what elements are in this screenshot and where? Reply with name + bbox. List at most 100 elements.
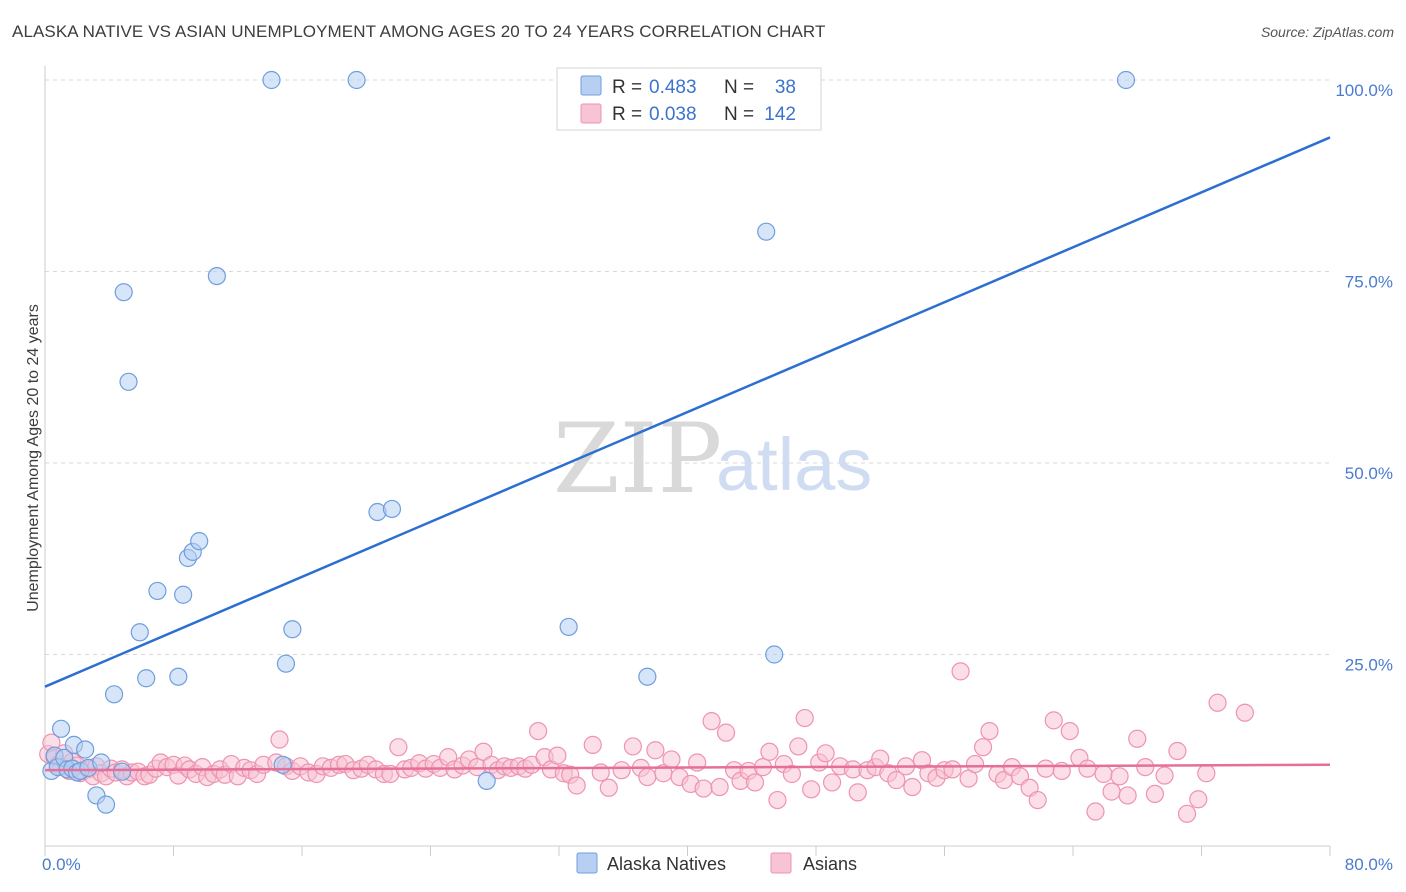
- source-credit: Source: ZipAtlas.com: [1260, 24, 1394, 40]
- alaska-native-point: [382, 499, 402, 519]
- alaska-natives-points: [42, 70, 1136, 814]
- alaska-native-point: [137, 669, 156, 688]
- alaska-native-point: [104, 685, 124, 704]
- gridlines: [45, 79, 1330, 655]
- alaska-natives-trendline: [44, 136, 1331, 688]
- asian-point: [973, 738, 993, 757]
- series-label-alaska: Alaska Natives: [607, 854, 726, 874]
- asian-point: [694, 779, 713, 798]
- alaska-native-point: [757, 222, 776, 241]
- asian-point: [1155, 766, 1174, 785]
- y-tick-label: 75.0%: [1345, 273, 1393, 292]
- alaska-native-point: [114, 283, 133, 302]
- asian-point: [1078, 759, 1097, 778]
- watermark-zip: ZIP: [553, 403, 722, 515]
- asian-point: [583, 735, 602, 754]
- asian-point: [943, 760, 962, 779]
- asian-point: [1168, 741, 1187, 761]
- y-tick-labels: 25.0% 50.0% 75.0% 100.0%: [1335, 81, 1393, 675]
- alaska-native-point: [559, 617, 578, 637]
- x-tick-label: 0.0%: [42, 855, 81, 874]
- legend-n-value-alaska: 38: [775, 77, 796, 98]
- legend-n-label-alaska: N =: [724, 77, 754, 98]
- asian-point: [1086, 802, 1105, 821]
- alaska-native-point: [119, 372, 138, 391]
- legend-r-value-alaska: 0.483: [649, 77, 697, 98]
- alaska-native-point: [477, 771, 496, 790]
- asian-point: [887, 771, 906, 790]
- chart-title: ALASKA NATIVE VS ASIAN UNEMPLOYMENT AMON…: [12, 22, 826, 41]
- legend-r-value-asian: 0.038: [649, 104, 697, 125]
- series-swatch-alaska: [576, 852, 598, 874]
- asian-point: [474, 742, 493, 761]
- alaska-native-point: [190, 532, 209, 551]
- asian-point: [270, 730, 289, 749]
- alaska-native-point: [276, 654, 296, 673]
- asian-point: [795, 708, 814, 728]
- asian-point: [782, 764, 802, 784]
- series-swatch-asian: [770, 852, 792, 874]
- axes: [44, 66, 1331, 856]
- asian-point: [1044, 711, 1063, 730]
- alaska-native-point: [765, 645, 784, 664]
- alaska-native-point: [273, 755, 292, 774]
- alaska-native-point: [1116, 70, 1136, 90]
- asian-point: [702, 712, 721, 731]
- asian-point: [599, 778, 618, 797]
- alaska-native-point: [169, 667, 188, 686]
- asian-point: [529, 721, 548, 741]
- y-tick-label: 25.0%: [1345, 656, 1393, 675]
- asian-point: [646, 741, 665, 760]
- asian-point: [760, 742, 779, 761]
- asian-point: [816, 744, 835, 763]
- asians-points: [39, 662, 1254, 823]
- legend-swatch-alaska: [580, 75, 602, 96]
- asian-point: [965, 754, 985, 774]
- y-tick-label: 100.0%: [1335, 81, 1393, 100]
- alaska-native-point: [638, 667, 657, 686]
- asians-trendline: [44, 763, 1331, 772]
- asian-point: [591, 763, 610, 782]
- asian-point: [1208, 693, 1227, 712]
- legend-r-label-asian: R =: [612, 104, 642, 125]
- alaska-native-point: [283, 620, 302, 639]
- alaska-native-point: [148, 581, 167, 601]
- stats-legend: R = 0.483 N = 38 R = 0.038 N = 142: [556, 67, 822, 131]
- asian-point: [1189, 790, 1208, 809]
- asian-point: [548, 746, 567, 765]
- asian-point: [951, 662, 970, 681]
- asian-point: [1094, 764, 1113, 784]
- asian-point: [980, 721, 999, 741]
- legend-swatch-asian: [580, 103, 602, 124]
- alaska-native-point: [174, 585, 193, 604]
- asian-point: [1102, 782, 1121, 801]
- asian-point: [802, 780, 821, 799]
- asian-point: [1177, 804, 1197, 823]
- asian-point: [662, 750, 681, 769]
- legend-n-value-asian: 142: [764, 104, 796, 125]
- asian-point: [638, 767, 657, 787]
- series-legend: Alaska Natives Asians: [576, 852, 857, 874]
- alaska-native-point: [207, 266, 226, 286]
- asian-point: [1028, 790, 1047, 810]
- asian-point: [1136, 758, 1155, 777]
- alaska-native-point: [262, 70, 281, 90]
- asian-point: [1036, 759, 1055, 778]
- asian-point: [710, 777, 729, 797]
- asian-point: [567, 776, 586, 795]
- series-label-asian: Asians: [803, 854, 857, 874]
- asian-point: [623, 737, 642, 756]
- asian-point: [768, 790, 787, 810]
- asian-point: [1118, 786, 1137, 805]
- legend-r-label-alaska: R =: [612, 77, 642, 98]
- asian-point: [716, 723, 736, 742]
- alaska-native-point: [76, 740, 95, 759]
- asian-point: [1197, 764, 1216, 783]
- alaska-native-point: [130, 623, 149, 642]
- asian-point: [848, 783, 867, 802]
- asian-point: [389, 738, 408, 757]
- asian-point: [1235, 703, 1254, 722]
- alaska-native-point: [51, 719, 71, 738]
- alaska-native-point: [112, 762, 132, 781]
